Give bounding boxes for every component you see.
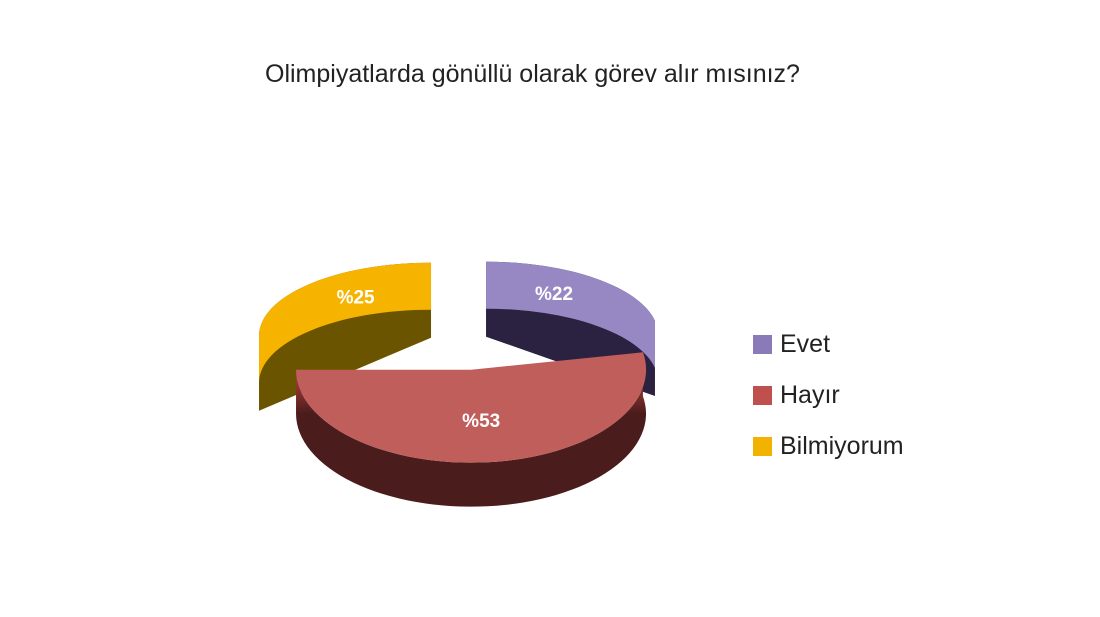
svg-text:%25: %25 bbox=[337, 288, 375, 309]
svg-text:%53: %53 bbox=[462, 411, 500, 432]
svg-text:%22: %22 bbox=[535, 284, 573, 305]
